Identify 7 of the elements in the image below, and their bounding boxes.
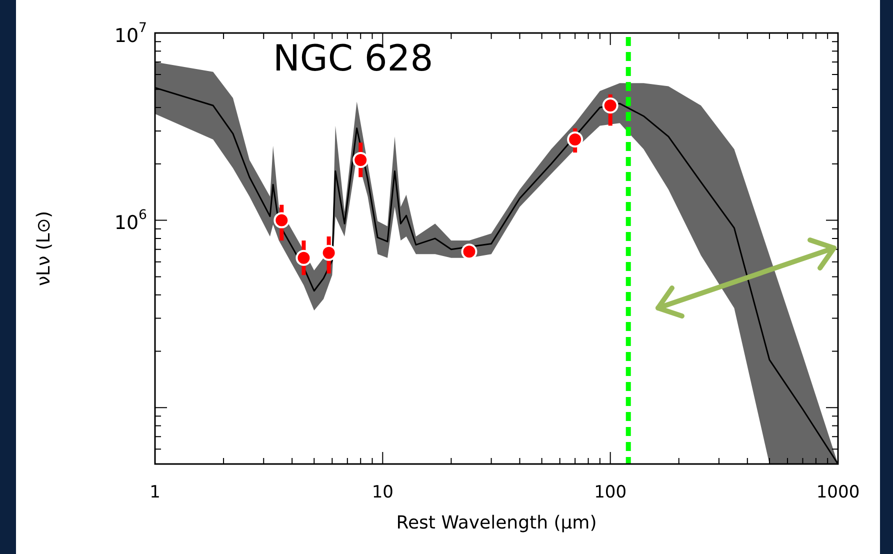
x-tick-label: 1000 [816, 482, 860, 502]
x-tick-label: 100 [594, 482, 627, 502]
x-axis-title: Rest Wavelength (μm) [396, 512, 597, 534]
y-axis-title: νLν (L⊙) [34, 210, 55, 286]
x-tick-label: 10 [372, 482, 394, 502]
chart-title: NGC 628 [273, 38, 434, 80]
x-tick-label: 1 [150, 482, 160, 502]
